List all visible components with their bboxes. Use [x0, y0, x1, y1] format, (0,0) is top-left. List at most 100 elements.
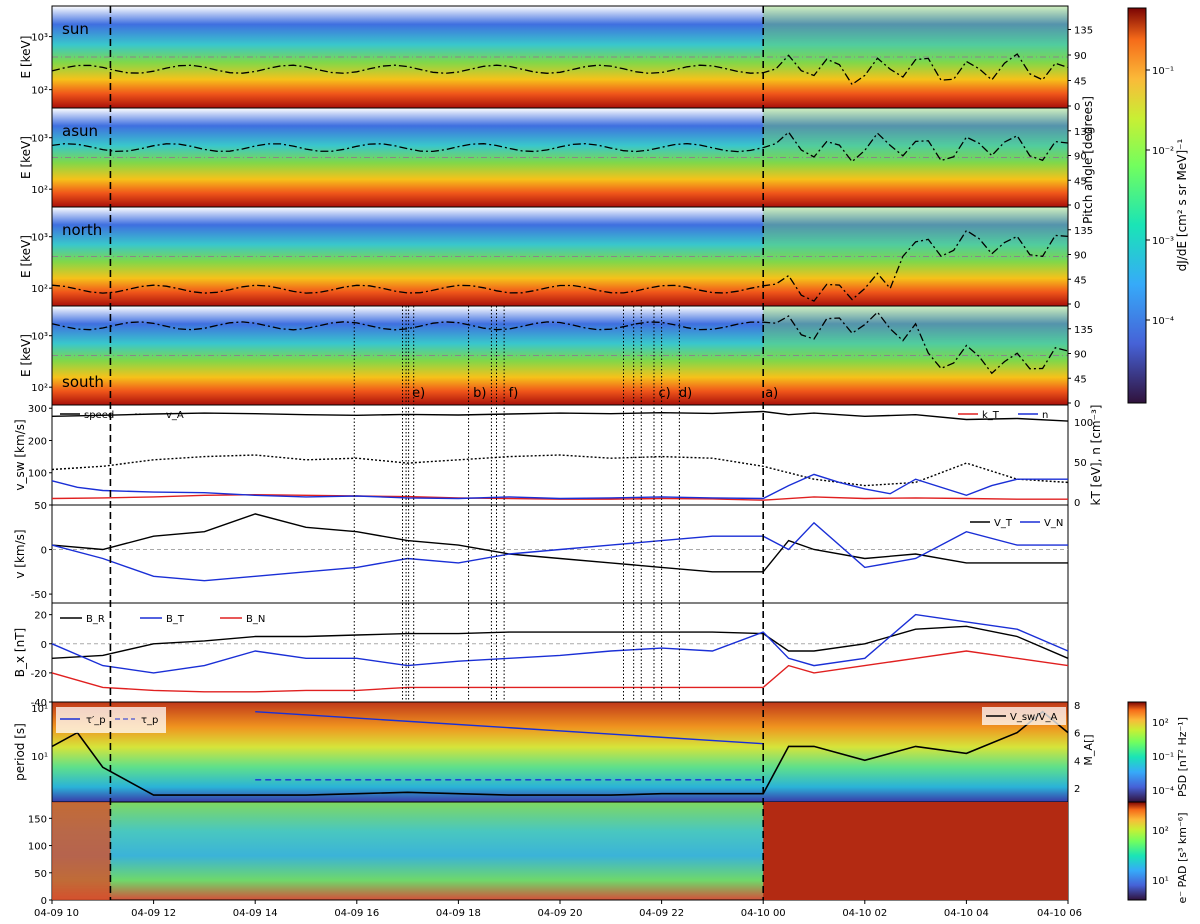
event-label: a) — [765, 386, 778, 401]
pitch-angle-trace-sun — [51, 53, 1069, 86]
vsw-right-tick-label: 100 — [1074, 418, 1093, 429]
colorbar-top-tick-label: 10⁻³ — [1152, 236, 1174, 247]
b-frame — [51, 602, 1069, 703]
period-series-vsw-va — [51, 710, 1069, 796]
x-tick-label: 04-10 06 — [1037, 908, 1082, 919]
spectrogram-label-asun: asun — [62, 122, 98, 140]
legend-taup: τ_p — [141, 715, 158, 726]
period-ylabel: period [s] — [13, 723, 27, 781]
spectrogram-ylabel: E [keV] — [19, 334, 33, 377]
x-tick-label: 04-09 14 — [233, 908, 278, 919]
legend-kt: k_T — [982, 410, 1000, 421]
pitch-tick-label: 0 — [1074, 399, 1080, 410]
pitch-angle-trace-north — [51, 229, 1069, 302]
x-tick-label: 04-10 04 — [944, 908, 989, 919]
spectrogram-ylabel: E [keV] — [19, 36, 33, 79]
pitch-tick-label: 90 — [1074, 152, 1087, 163]
pad-pre-region — [52, 802, 111, 900]
x-tick-label: 04-09 18 — [436, 908, 481, 919]
colorbar-period-tick-label: 10⁻¹ — [1152, 752, 1174, 763]
energy-tick-label: 10³ — [31, 233, 48, 244]
v-ylabel: v [km/s] — [13, 529, 27, 578]
event-label: f) — [509, 386, 519, 401]
spectrogram-frame — [51, 305, 1069, 406]
colorbar-top-tick-label: 10⁻⁴ — [1152, 316, 1174, 327]
energy-tick-label: 10² — [31, 86, 48, 97]
event-label: c) — [659, 386, 671, 401]
vsw-series-v_A — [51, 454, 1069, 487]
spectrogram-sun-post-region — [763, 6, 1068, 57]
pitch-tick-label: 0 — [1074, 102, 1080, 113]
pitch-tick-label: 135 — [1074, 226, 1093, 237]
pitch-tick-label: 90 — [1074, 350, 1087, 361]
b-series-B_N — [51, 650, 1069, 693]
spectrogram-asun-post-region — [763, 108, 1068, 158]
vsw-series-speed — [51, 410, 1069, 422]
v-frame — [51, 504, 1069, 604]
spectrogram-north-post-region — [763, 207, 1068, 257]
colorbar-period-tick-label: 10² — [1152, 718, 1169, 729]
vsw-ytick-label: 300 — [28, 404, 47, 415]
x-tick-label: 04-10 00 — [741, 908, 786, 919]
energy-tick-label: 10³ — [31, 332, 48, 343]
period-ytick-label: 10¹ — [31, 752, 48, 763]
legend-n: n — [1042, 410, 1048, 421]
pad-ytick-label: 50 — [34, 869, 47, 880]
legend-b: B_R — [86, 614, 105, 625]
x-tick-label: 04-09 12 — [131, 908, 176, 919]
legend-vn: V_N — [1044, 518, 1063, 529]
colorbar-top-tick-label: 10⁻¹ — [1152, 66, 1174, 77]
pitch-tick-label: 90 — [1074, 251, 1087, 262]
colorbar-top-label: dJ/dE [cm² s sr MeV]⁻¹ — [1175, 138, 1189, 271]
legend-taup-prime: τ′_p — [86, 715, 106, 726]
legend-b: B_T — [166, 614, 185, 625]
vsw-series-n — [51, 473, 1068, 500]
spectrogram-ylabel: E [keV] — [19, 235, 33, 278]
b-ylabel: B_x [nT] — [13, 628, 27, 677]
colorbar-bottom-label: e⁻ PAD [s³ km⁻⁶] — [1176, 812, 1189, 903]
vsw-right-label: kT [eV], n [cm⁻³] — [1089, 405, 1103, 506]
legend-speed: speed — [84, 410, 114, 421]
pitch-tick-label: 0 — [1074, 201, 1080, 212]
pitch-tick-label: 45 — [1074, 176, 1087, 187]
pitch-tick-label: 135 — [1074, 26, 1093, 37]
event-label: d) — [679, 386, 692, 401]
period-right-label: M_A[] — [1082, 734, 1095, 765]
pitch-tick-label: 0 — [1074, 300, 1080, 311]
x-tick-label: 04-09 16 — [334, 908, 379, 919]
colorbar-bottom-tick-label: 10¹ — [1152, 876, 1169, 887]
period-right-tick-label: 8 — [1074, 701, 1080, 712]
period-right-tick-label: 4 — [1074, 756, 1080, 767]
energy-tick-label: 10² — [31, 284, 48, 295]
pad-ytick-label: 0 — [41, 896, 47, 907]
pitch-tick-label: 45 — [1074, 275, 1087, 286]
legend-b: B_N — [246, 614, 265, 625]
pad-ytick-label: 100 — [28, 842, 47, 853]
b-ytick-label: -20 — [31, 669, 47, 680]
x-tick-label: 04-09 20 — [538, 908, 583, 919]
v-ytick-label: 0 — [41, 546, 47, 557]
v-series-V_T — [51, 513, 1068, 573]
pad-ytick-label: 150 — [28, 814, 47, 825]
event-label: e) — [412, 386, 425, 401]
event-label: b) — [473, 386, 486, 401]
pad-post-region — [763, 802, 1068, 900]
colorbar-bottom-tick-label: 10² — [1152, 826, 1169, 837]
v-ytick-label: -50 — [31, 590, 47, 601]
pitch-tick-label: 45 — [1074, 374, 1087, 385]
v-series-V_N — [51, 521, 1068, 582]
colorbar-bottom — [1127, 801, 1147, 901]
vsw-ytick-label: 100 — [28, 469, 47, 480]
pitch-tick-label: 45 — [1074, 77, 1087, 88]
legend-ratio: V_sw/V_A — [1010, 712, 1057, 723]
vsw-ytick-label: 200 — [28, 436, 47, 447]
colorbar-top-tick-label: 10⁻² — [1152, 146, 1174, 157]
x-tick-label: 04-09 22 — [639, 908, 684, 919]
spectrogram-label-sun: sun — [62, 20, 89, 38]
spectrogram-south-post-region — [763, 306, 1068, 356]
pitch-tick-label: 90 — [1074, 51, 1087, 62]
legend-vt: V_T — [994, 518, 1013, 529]
energy-tick-label: 10² — [31, 383, 48, 394]
x-tick-label: 04-09 10 — [34, 908, 79, 919]
